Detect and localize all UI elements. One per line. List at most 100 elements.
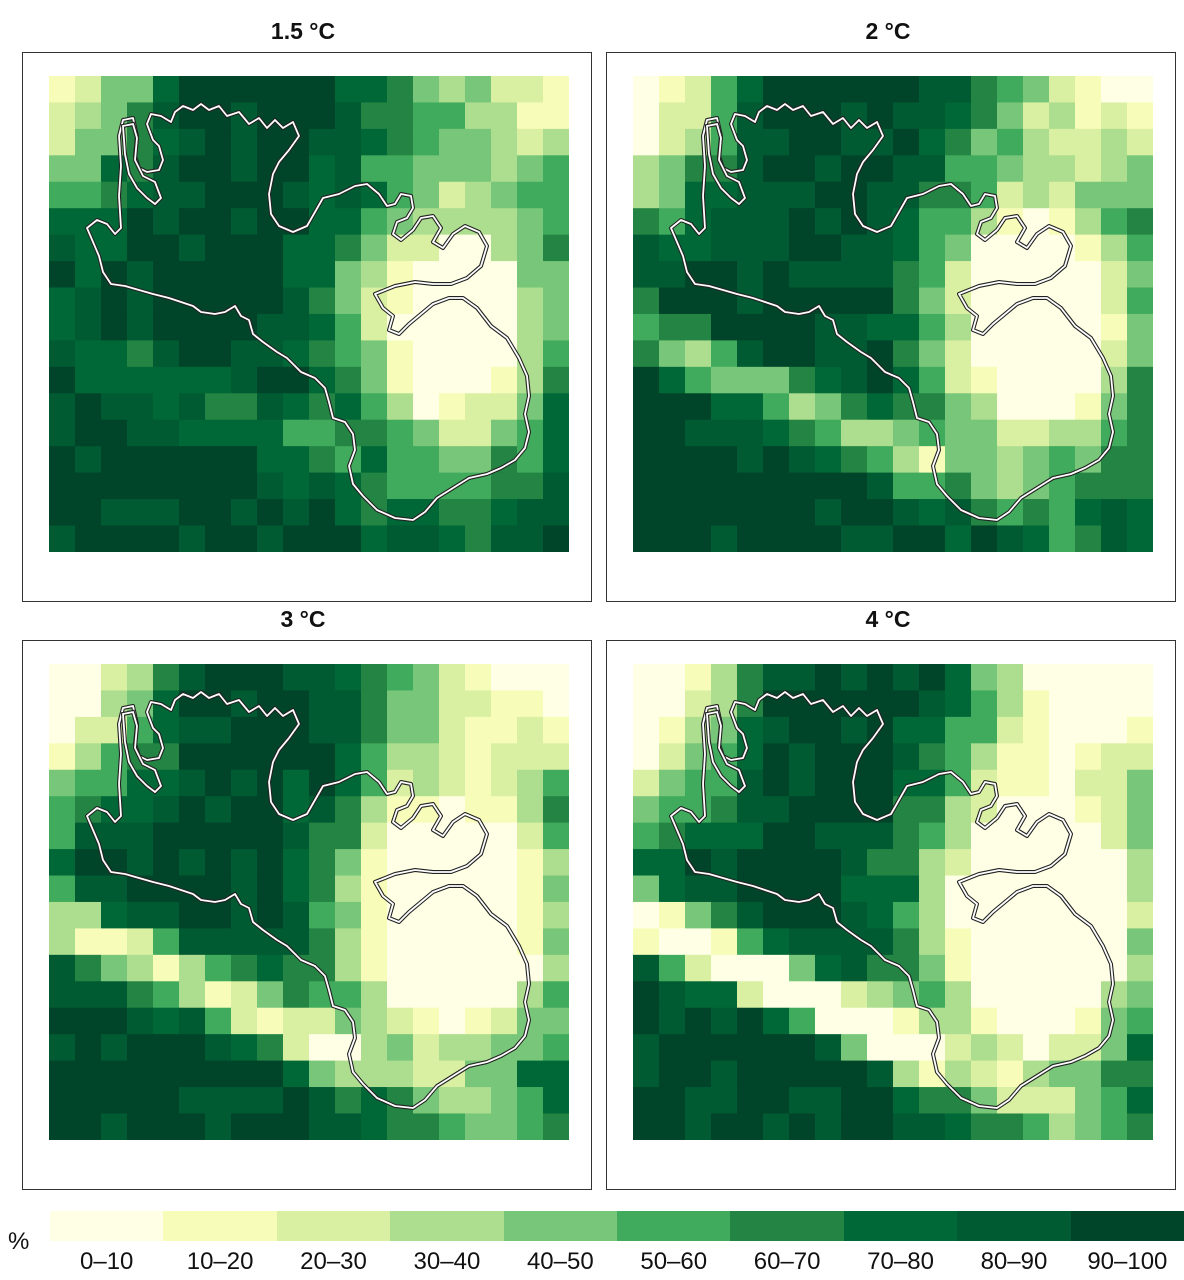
map-cell xyxy=(867,822,894,850)
map-cell xyxy=(919,664,946,691)
map-cell xyxy=(893,525,920,552)
map-cell xyxy=(659,499,686,526)
map-cell xyxy=(543,901,569,929)
map-cell xyxy=(205,472,232,500)
map-cell xyxy=(945,954,972,982)
map-cell xyxy=(945,366,972,394)
map-cell xyxy=(1127,419,1153,447)
map-cell xyxy=(179,981,206,1009)
map-cell xyxy=(257,287,284,315)
map-cell xyxy=(659,181,686,209)
map-cell xyxy=(309,1113,336,1140)
map-cell xyxy=(75,472,102,500)
map-cell xyxy=(127,313,154,341)
map-cell xyxy=(231,128,258,156)
map-cell xyxy=(361,76,388,103)
map-cell xyxy=(633,340,660,368)
map-cell xyxy=(971,954,998,982)
map-cell xyxy=(711,822,738,850)
map-cell xyxy=(361,208,388,236)
map-cell xyxy=(1101,472,1128,500)
map-cell xyxy=(841,1007,868,1035)
map-cell xyxy=(205,981,232,1009)
map-cell xyxy=(633,525,660,552)
map-cell xyxy=(1075,366,1102,394)
map-cell xyxy=(763,419,790,447)
map-cell xyxy=(1127,499,1153,526)
map-cell xyxy=(439,901,466,929)
map-cell xyxy=(659,1007,686,1035)
map-cell xyxy=(1049,499,1076,526)
map-cell xyxy=(179,796,206,824)
map-cell xyxy=(1127,690,1153,718)
map-cell xyxy=(335,472,362,500)
map-cell xyxy=(127,472,154,500)
map-cell xyxy=(867,954,894,982)
map-cell xyxy=(867,849,894,877)
map-cell xyxy=(1127,1034,1153,1062)
map-cell xyxy=(945,690,972,718)
map-cell xyxy=(1023,76,1050,103)
map-cell xyxy=(737,393,764,421)
map-cell xyxy=(361,128,388,156)
map-cell xyxy=(153,796,180,824)
map-cell xyxy=(153,981,180,1009)
map-cell xyxy=(49,128,76,156)
map-cell xyxy=(257,366,284,394)
map-cell xyxy=(919,525,946,552)
probability-map xyxy=(49,76,569,552)
map-cell xyxy=(997,102,1024,130)
map-cell xyxy=(1101,181,1128,209)
map-cell xyxy=(179,928,206,956)
map-cell xyxy=(543,1113,569,1140)
map-cell xyxy=(633,690,660,718)
map-cell xyxy=(1049,393,1076,421)
map-cell xyxy=(127,822,154,850)
map-cell xyxy=(361,981,388,1009)
map-cell xyxy=(971,340,998,368)
map-cell xyxy=(763,76,790,103)
map-cell xyxy=(815,796,842,824)
map-cell xyxy=(685,313,712,341)
map-cell xyxy=(1127,1113,1153,1140)
map-cell xyxy=(179,1060,206,1088)
map-cell xyxy=(893,928,920,956)
map-cell xyxy=(517,234,544,262)
map-frame xyxy=(606,52,1176,602)
map-cell xyxy=(491,261,518,289)
map-cell xyxy=(763,366,790,394)
map-cell xyxy=(789,796,816,824)
map-cell xyxy=(945,419,972,447)
map-cell xyxy=(309,1034,336,1062)
map-cell xyxy=(335,981,362,1009)
map-cell xyxy=(413,76,440,103)
map-cell xyxy=(517,128,544,156)
map-cell xyxy=(1023,102,1050,130)
map-cell xyxy=(633,208,660,236)
map-cell xyxy=(101,1007,128,1035)
map-cell xyxy=(1127,102,1153,130)
map-cell xyxy=(893,1007,920,1035)
map-cell xyxy=(893,716,920,744)
map-frame xyxy=(22,52,592,602)
map-cell xyxy=(283,393,310,421)
legend-label: 90–100 xyxy=(1087,1248,1168,1275)
legend-unit: % xyxy=(8,1228,30,1255)
map-cell xyxy=(1023,499,1050,526)
map-cell xyxy=(75,419,102,447)
map-cell xyxy=(1127,261,1153,289)
map-cell xyxy=(517,287,544,315)
map-cell xyxy=(439,796,466,824)
map-cell xyxy=(685,664,712,691)
map-cell xyxy=(1075,208,1102,236)
map-cell xyxy=(867,928,894,956)
map-cell xyxy=(283,822,310,850)
map-cell xyxy=(893,1087,920,1114)
map-cell xyxy=(945,102,972,130)
map-cell xyxy=(1127,287,1153,315)
map-cell xyxy=(1075,261,1102,289)
map-cell xyxy=(439,76,466,103)
map-cell xyxy=(257,1060,284,1088)
map-cell xyxy=(283,261,310,289)
map-cell xyxy=(257,664,284,691)
